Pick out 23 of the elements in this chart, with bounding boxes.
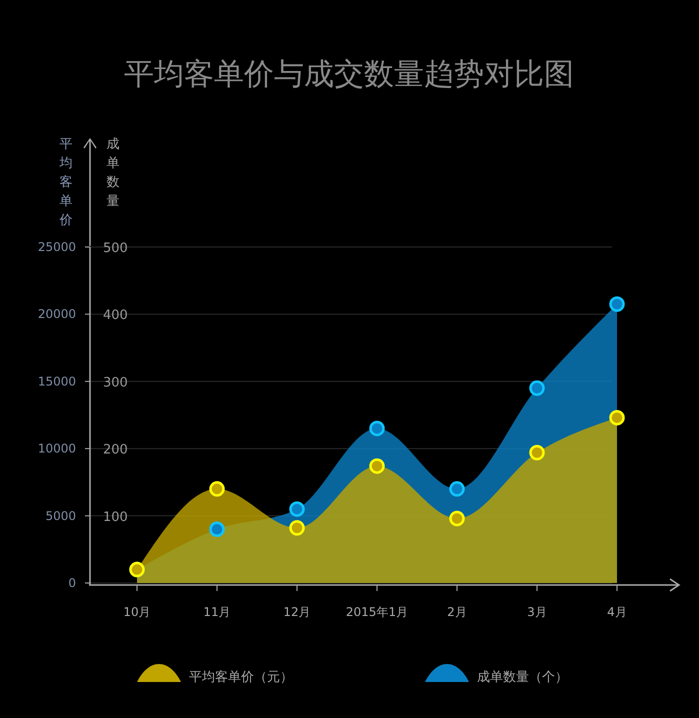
x-tick-label: 10月 (123, 605, 151, 619)
y2-tick-label: 300 (103, 375, 128, 390)
x-tick-label: 2月 (447, 605, 467, 619)
y-tick-label: 15000 (38, 374, 76, 388)
y2-tick-label: 400 (103, 308, 128, 324)
x-tick-label: 12月 (283, 605, 311, 619)
x-tick-label: 11月 (203, 605, 231, 619)
y2-tick-label: 100 (103, 510, 128, 525)
y-tick-label: 25000 (38, 240, 76, 254)
y-tick-label: 5000 (45, 508, 76, 523)
x-tick-label: 4月 (607, 605, 627, 619)
x-tick-label: 3月 (527, 605, 547, 619)
chart-title: 平均客单价与成交数量趋势对比图 (124, 57, 574, 92)
legend-label: 成单数量（个） (477, 670, 568, 685)
legend-label: 平均客单价（元） (189, 669, 293, 685)
y2-tick-label: 200 (103, 442, 128, 458)
y2-tick-label: 500 (103, 241, 128, 256)
y-tick-label: 20000 (38, 307, 76, 322)
x-tick-label: 2015年1月 (346, 605, 408, 619)
y-axis-title: 平均客单价 (58, 137, 72, 228)
y-tick-label: 0 (68, 576, 76, 590)
y2-axis-title: 成单数量 (106, 137, 120, 209)
y-tick-label: 10000 (38, 442, 76, 456)
